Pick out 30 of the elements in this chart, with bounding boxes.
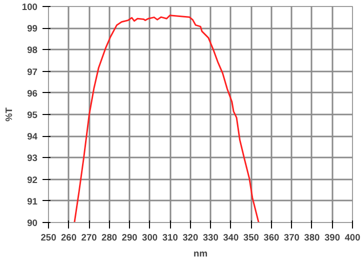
x-tick-label: 350 xyxy=(243,232,259,242)
y-axis-title: %T xyxy=(4,107,14,122)
x-tick-label: 300 xyxy=(142,232,158,242)
y-tick-label: 96 xyxy=(27,88,38,98)
x-tick-label: 270 xyxy=(81,232,97,242)
x-tick-label: 250 xyxy=(40,232,56,242)
x-tick-label: 360 xyxy=(264,232,280,242)
x-tick-label: 280 xyxy=(102,232,118,242)
line-series xyxy=(74,14,260,222)
x-tick-label: 260 xyxy=(60,232,77,242)
x-tick-label: 380 xyxy=(304,232,320,242)
y-tick-label: 97 xyxy=(27,66,38,77)
y-tick-label: 98 xyxy=(27,45,38,56)
y-tick-label: 93 xyxy=(27,153,38,164)
y-tick-label: 90 xyxy=(27,218,38,228)
y-tick-label: 94 xyxy=(27,132,38,142)
x-tick-label: 390 xyxy=(324,232,340,242)
x-tick-label: 330 xyxy=(202,232,218,242)
x-axis-title: nm xyxy=(194,248,208,258)
x-tick-label: 320 xyxy=(182,232,198,242)
x-tick-label: 310 xyxy=(162,232,178,242)
x-tick-label: 370 xyxy=(284,232,300,242)
y-tick-label: 99 xyxy=(27,24,38,34)
x-tick-label: 290 xyxy=(122,232,138,242)
y-tick-label: 100 xyxy=(22,2,38,12)
y-tick-label: 95 xyxy=(27,110,38,120)
x-tick-label: 400 xyxy=(344,232,360,242)
y-tick-label: 92 xyxy=(27,174,38,185)
x-tick-label: 340 xyxy=(223,232,239,242)
y-tick-label: 91 xyxy=(27,196,38,206)
